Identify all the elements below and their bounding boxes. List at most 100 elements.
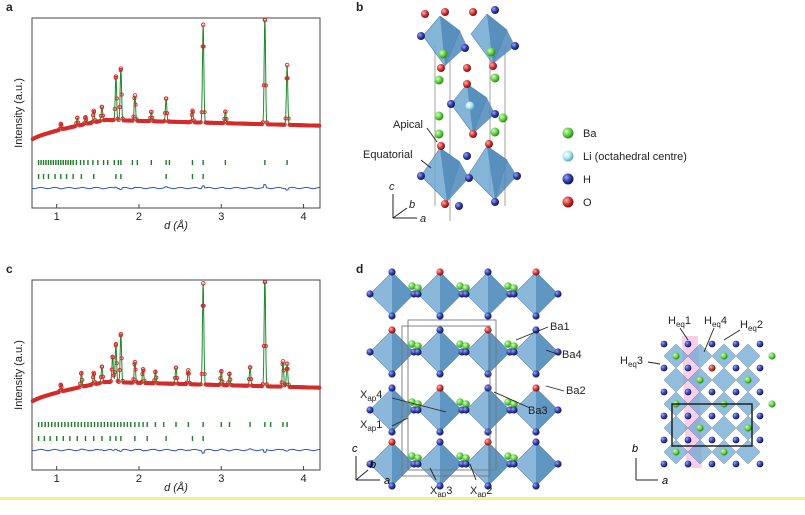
observed-peak-point [200,22,206,28]
h-atom [554,290,562,298]
observed-point [78,381,83,386]
octahedron-face [536,330,558,374]
plot-frame [31,279,321,471]
axis-b-label-d: b [370,459,376,471]
observed-point [108,379,113,384]
observed-point [217,382,222,387]
observed-point [247,377,252,382]
observed-point [174,375,180,381]
observed-point [263,344,268,349]
observed-peak-point [110,354,115,360]
observed-peak-point [186,368,191,373]
observed-point [119,356,124,361]
plot-frame [31,17,321,209]
h-atom [510,348,518,356]
h-atom [660,460,668,468]
axis-a-label: a [420,213,426,225]
ba-atom [768,400,776,408]
observed-point [80,377,85,382]
apex-atom [388,384,396,392]
apex-atom [532,326,540,334]
observed-peak-point [91,108,96,114]
h-atom [532,428,540,436]
ba-atom [768,352,776,360]
h-atom [554,406,562,414]
observed-point [117,105,122,110]
structure-b: Apical Equatorial c b a Ba Li (octahedra… [363,6,687,225]
observed-peak-point [140,366,146,372]
observed-point [165,111,170,116]
observed-point [222,116,227,121]
observed-peak-point [132,359,138,365]
observed-point [172,375,178,380]
ab-plane-view [660,336,776,468]
ba-atom [462,284,470,292]
x-tick-label: 2 [136,211,142,223]
apex-atom [388,438,396,446]
h-atom [436,428,444,436]
panel-label-b: b [356,0,364,14]
h-atom [366,406,374,414]
observed-point [201,303,206,308]
apex-atom [532,268,540,276]
x-axis-label: d (Å) [164,219,188,232]
h-atom [462,348,470,356]
octahedron-ab [735,439,761,465]
observed-peak-point [153,369,158,375]
apex-atom [484,268,492,276]
h-atom [732,340,740,348]
h-atom [684,340,692,348]
observed-point [131,114,136,119]
ab-unit-cell [671,403,753,447]
ba1-label: Ba1 [550,321,570,333]
apex-atom [436,384,444,392]
octahedron-ab [663,415,689,441]
observed-point [132,362,137,367]
heq3-label: Heq3 [620,355,643,369]
observed-peak-point [163,96,169,101]
ba-atom [504,398,512,406]
octahedron-ab [711,367,737,393]
panel-label-c: c [6,262,13,276]
observed-point [279,380,284,385]
x-axis-label: d (Å) [164,481,188,494]
h-atom [462,290,470,298]
observed-point [260,382,265,387]
observed-peak-point [219,369,224,374]
h-atom [484,428,492,436]
ba-atom [720,448,728,456]
h-atom [660,412,668,420]
heq1-label: Heq1 [668,315,691,329]
ba-atom [414,284,422,292]
observed-point [261,83,266,88]
observed-point [263,83,268,88]
observed-peak-point [173,365,179,371]
observed-point [133,102,138,107]
x-tick-label: 1 [54,211,60,223]
observed-peak-point [149,109,154,115]
y-axis-label: Intensity (a.u.) [13,340,25,410]
h-atom [366,460,374,468]
ba-atom [456,340,464,348]
observed-point [259,384,264,389]
ba3-label: Ba3 [528,405,548,417]
observed-point [285,76,290,81]
xap3-label: Xap3 [430,485,452,498]
legend-li-label: Li (octahedral centre) [583,151,687,163]
observed-point [286,116,291,121]
octahedron-top-left [422,15,467,67]
observed-point [198,382,203,387]
axis-b-label-right: b [632,443,638,455]
ba-atom [696,424,704,432]
apex-atom [532,438,540,446]
observed-point [119,92,124,97]
octahedron-face [488,330,510,374]
apex-atom [484,326,492,334]
observed-point [285,366,290,371]
heq2-label: Heq2 [740,319,763,333]
h-atom [660,340,668,348]
octahedron-bottom-right [468,145,517,201]
h-atom [414,406,422,414]
observed-point [154,375,159,380]
apex-atom [532,384,540,392]
